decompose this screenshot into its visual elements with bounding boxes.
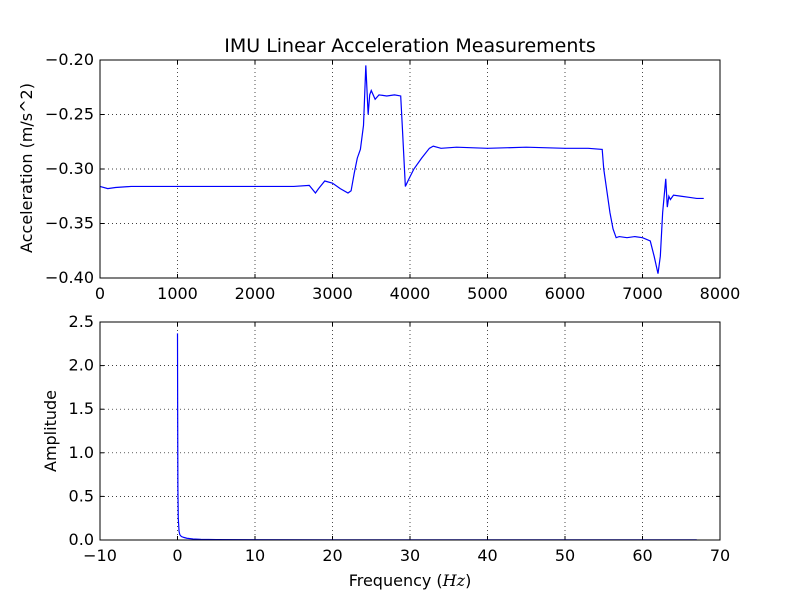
amplitude-x-tick-label: −10 xyxy=(83,546,117,565)
amplitude-chart: −10 0 10 20 30 40 50 60 70 0.0 0.5 1.0 1.5 2.0 2.5 Amp… xyxy=(41,312,730,590)
amplitude-y-tick-label: 1.5 xyxy=(69,399,94,418)
amplitude-plot-frame xyxy=(99,321,721,541)
acceleration-x-tick-label: 5000 xyxy=(467,284,508,303)
amplitude-y-axis-label: Amplitude xyxy=(41,390,60,472)
amplitude-x-tick-label: 20 xyxy=(322,546,342,565)
acceleration-x-tick-label: 4000 xyxy=(390,284,431,303)
amplitude-y-tick-label: 1.0 xyxy=(69,443,94,462)
acceleration-chart-title: IMU Linear Acceleration Measurements xyxy=(224,35,595,57)
amplitude-ticks: −10 0 10 20 30 40 50 60 70 0.0 0.5 1.0 1.5 2.0 2.5 xyxy=(69,312,731,565)
amplitude-x-tick-label: 30 xyxy=(400,546,420,565)
frequency-x-axis-label-unit: Hz xyxy=(442,571,466,590)
acceleration-ticks: 0 1000 2000 3000 4000 5000 6000 7000 8000 −0.40 −0… xyxy=(45,50,740,303)
acceleration-x-tick-label: 2000 xyxy=(235,284,276,303)
acceleration-x-tick-label: 1000 xyxy=(157,284,198,303)
acceleration-x-tick-label: 7000 xyxy=(622,284,663,303)
amplitude-y-tick-label: 0.5 xyxy=(69,486,94,505)
acceleration-y-axis-label: Acceleration (m/s^2) xyxy=(17,83,36,253)
acceleration-x-tick-label: 8000 xyxy=(700,284,741,303)
acceleration-x-tick-label: 6000 xyxy=(545,284,586,303)
acceleration-y-tick-label: −0.20 xyxy=(45,50,94,69)
amplitude-y-tick-label: 2.5 xyxy=(69,312,94,331)
amplitude-y-tick-label: 2.0 xyxy=(69,356,94,375)
amplitude-x-tick-label: 50 xyxy=(555,546,575,565)
amplitude-x-tick-label: 60 xyxy=(632,546,652,565)
acceleration-grid xyxy=(100,60,720,278)
acceleration-y-tick-label: −0.40 xyxy=(45,268,94,287)
amplitude-x-tick-label: 40 xyxy=(477,546,497,565)
amplitude-x-tick-label: 0 xyxy=(172,546,182,565)
acceleration-x-tick-label: 3000 xyxy=(312,284,353,303)
amplitude-y-tick-label: 0.0 xyxy=(69,530,94,549)
acceleration-y-tick-label: −0.25 xyxy=(45,105,94,124)
amplitude-x-tick-label: 70 xyxy=(710,546,730,565)
acceleration-chart: IMU Linear Acceleration Measurements 0 10… xyxy=(17,35,740,303)
frequency-x-axis-label-text: Frequency ( xyxy=(349,571,443,590)
acceleration-series-line xyxy=(99,65,704,274)
acceleration-y-tick-label: −0.35 xyxy=(45,214,94,233)
frequency-x-axis-label-close: ) xyxy=(465,571,471,590)
acceleration-plot-frame xyxy=(99,59,721,279)
frequency-x-axis-label: Frequency (Hz) xyxy=(349,571,472,590)
amplitude-x-tick-label: 10 xyxy=(245,546,265,565)
acceleration-x-tick-label: 0 xyxy=(95,284,105,303)
acceleration-y-tick-label: −0.30 xyxy=(45,159,94,178)
